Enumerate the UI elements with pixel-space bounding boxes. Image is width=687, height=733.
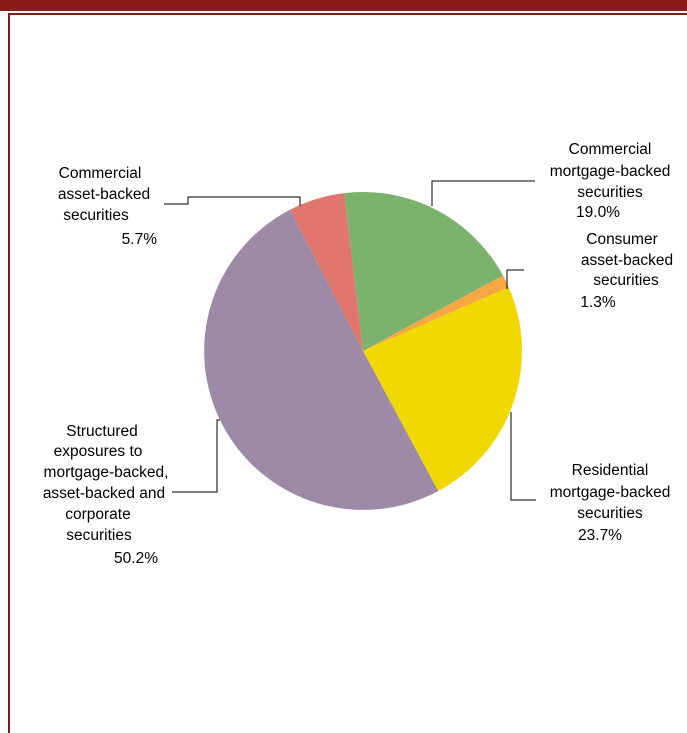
slice-label-line: asset-backed bbox=[581, 252, 673, 269]
leader-line-2 bbox=[510, 412, 536, 501]
slice-labels: Commercial mortgage-backed securities 19.0%… bbox=[43, 141, 673, 567]
slice-label-line: Consumer bbox=[586, 231, 658, 248]
slice-label-4: Commercial asset-backed securities 5.7% bbox=[58, 165, 157, 248]
slice-label-line: mortgage-backed bbox=[550, 484, 671, 501]
slice-label-0: Commercial mortgage-backed securities 19.0% bbox=[550, 141, 671, 221]
slice-label-line: mortgage-backed, bbox=[44, 464, 169, 481]
slice-value-label: 5.7% bbox=[122, 231, 158, 248]
slice-label-3: Structured exposures to mortgage-backed, as… bbox=[43, 423, 169, 567]
slice-label-line: Commercial bbox=[569, 141, 652, 158]
slice-label-line: securities bbox=[593, 272, 659, 289]
slice-label-line: Residential bbox=[572, 462, 649, 479]
slice-label-line: securities bbox=[577, 184, 643, 201]
slice-label-line: securities bbox=[66, 527, 132, 544]
leader-line-0 bbox=[431, 180, 535, 206]
slice-value-label: 50.2% bbox=[114, 550, 158, 567]
leader-lines bbox=[164, 180, 536, 501]
pie-slice-4 bbox=[289, 193, 363, 351]
slice-label-line: asset-backed and bbox=[43, 485, 165, 502]
slice-label-line: securities bbox=[63, 207, 129, 224]
slice-value-label: 19.0% bbox=[576, 204, 620, 221]
slice-label-line: mortgage-backed bbox=[550, 163, 671, 180]
slice-label-line: exposures to bbox=[54, 443, 143, 460]
slice-label-line: Structured bbox=[66, 423, 138, 440]
slice-label-1: Consumer asset-backed securities 1.3% bbox=[580, 231, 673, 311]
pie-slice-3 bbox=[204, 209, 439, 510]
slice-label-line: corporate bbox=[65, 506, 130, 523]
top-accent-bar bbox=[0, 0, 687, 11]
slice-label-line: securities bbox=[577, 505, 643, 522]
leader-line-3 bbox=[172, 419, 220, 493]
pie-slice-2 bbox=[363, 287, 522, 492]
leader-line-4 bbox=[164, 196, 301, 206]
pie-slice-0 bbox=[344, 192, 503, 351]
pie-chart: Commercial mortgage-backed securities 19.0%… bbox=[43, 141, 673, 567]
slice-value-label: 1.3% bbox=[580, 294, 616, 311]
pie-slice-1 bbox=[363, 275, 509, 351]
slice-label-line: Commercial bbox=[59, 165, 142, 182]
slice-value-label: 23.7% bbox=[578, 527, 622, 544]
slice-label-2: Residential mortgage-backed securities 23.7… bbox=[550, 462, 671, 544]
pie-slices bbox=[204, 192, 522, 510]
chart-frame bbox=[8, 13, 687, 733]
leader-line-1 bbox=[506, 269, 524, 289]
slice-label-line: asset-backed bbox=[58, 186, 150, 203]
